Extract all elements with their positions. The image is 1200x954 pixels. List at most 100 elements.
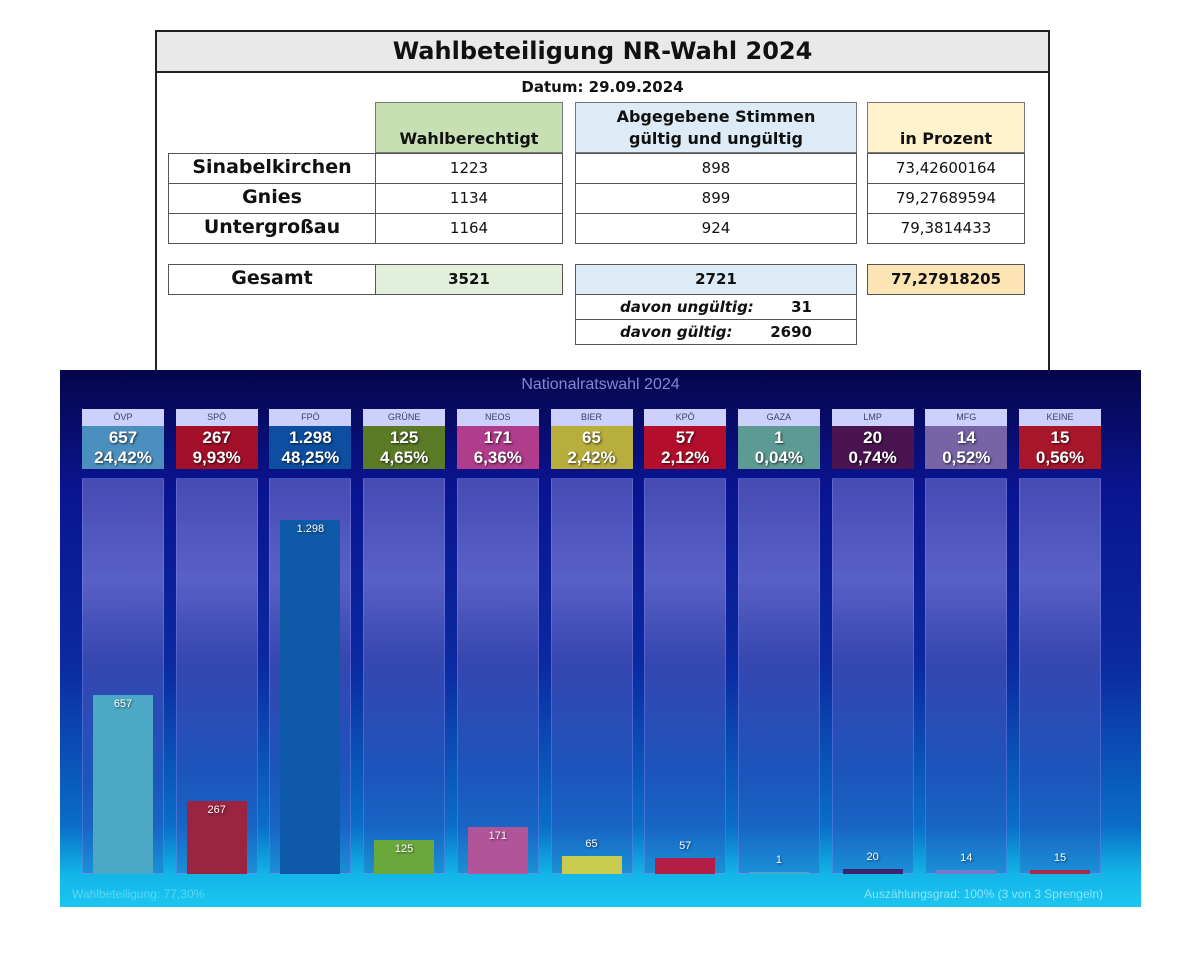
bar-fpö: [280, 519, 341, 874]
party-percent: 0,56%: [1035, 448, 1085, 467]
party-tile: FPÖ 1.298 48,25%: [269, 409, 352, 469]
header-percent: in Prozent: [867, 102, 1025, 153]
valid-votes-value: 2690: [770, 323, 812, 341]
party-result: 65 2,42%: [550, 426, 633, 469]
row-name: Untergroßau: [168, 213, 376, 244]
total-name: Gesamt: [168, 264, 376, 295]
row-eligible: 1223: [375, 153, 563, 184]
valid-votes-row: davon gültig: 2690: [575, 319, 857, 345]
bar-mfg: [936, 870, 997, 874]
party-result: 20 0,74%: [831, 426, 914, 469]
party-percent: 24,42%: [94, 448, 152, 467]
row-cast: 899: [575, 183, 857, 214]
party-percent: 48,25%: [281, 448, 340, 467]
party-result: 171 6,36%: [456, 426, 539, 469]
turnout-footer: Wahlbeteiligung: 77,30%: [72, 887, 205, 901]
party-name: NEOS: [456, 409, 539, 426]
bar-value-label: 171: [488, 830, 507, 843]
header-percent-label: in Prozent: [899, 129, 993, 148]
bar-value-label: 20: [866, 850, 879, 863]
party-tile: KEINE 15 0,56%: [1019, 409, 1101, 469]
bar-track: [363, 478, 446, 874]
party-name: GAZA: [737, 409, 820, 426]
chart-title: Nationalratswahl 2024: [521, 376, 680, 393]
party-tile: GRÜNE 125 4,65%: [363, 409, 446, 469]
party-tile: ÖVP 657 24,42%: [82, 409, 164, 469]
party-result: 1 0,04%: [737, 426, 820, 469]
party-result: 267 9,93%: [175, 426, 258, 469]
party-votes: 1.298: [289, 428, 332, 447]
table-title: Wahlbeteiligung NR-Wahl 2024: [157, 32, 1048, 73]
party-votes: 267: [202, 428, 231, 447]
party-votes: 1: [774, 428, 784, 447]
invalid-votes-value: 31: [791, 298, 812, 316]
bar-grüne: [374, 839, 435, 874]
party-tile: BIER 65 2,42%: [550, 409, 633, 469]
party-name: KEINE: [1019, 409, 1101, 426]
row-eligible: 1134: [375, 183, 563, 214]
party-name: MFG: [925, 409, 1008, 426]
bar-value-label: 125: [394, 842, 414, 855]
party-name: ÖVP: [82, 409, 164, 426]
header-cast-line2: gültig und ungültig: [629, 129, 803, 148]
bar-track: [456, 478, 539, 874]
bar-track: [737, 478, 820, 874]
party-tile: SPÖ 267 9,93%: [175, 409, 258, 469]
party-percent: 0,04%: [754, 448, 803, 467]
bar-gaza: [748, 872, 809, 874]
bar-spö: [186, 801, 247, 874]
election-results-chart: Nationalratswahl 2024 ÖVP 657 24,42% 657 SPÖ…: [60, 370, 1141, 907]
party-name: SPÖ: [175, 409, 258, 426]
row-percent: 79,3814433: [867, 213, 1025, 244]
party-name: GRÜNE: [363, 409, 446, 426]
bar-track: [925, 478, 1008, 874]
party-votes: 57: [675, 428, 695, 447]
invalid-votes-row: davon ungültig: 31: [575, 294, 857, 320]
header-cast-votes: Abgegebene Stimmen gültig und ungültig: [575, 102, 857, 153]
party-percent: 6,36%: [473, 448, 522, 467]
party-percent: 2,12%: [661, 448, 710, 467]
bar-lmp: [842, 868, 903, 874]
total-percent: 77,27918205: [867, 264, 1025, 295]
bar-track: [550, 478, 633, 874]
party-result: 1.298 48,25%: [269, 426, 352, 469]
party-tile: NEOS 171 6,36%: [456, 409, 539, 469]
bar-övp: [93, 694, 153, 874]
turnout-table-card: Wahlbeteiligung NR-Wahl 2024 Datum: 29.0…: [155, 30, 1050, 370]
party-name: FPÖ: [269, 409, 352, 426]
party-percent: 2,42%: [567, 448, 616, 467]
header-eligible-label: Wahlberechtigt: [399, 129, 539, 148]
bar-kpö: [655, 858, 716, 874]
bar-value-label: 267: [207, 804, 226, 817]
bar-value-label: 65: [585, 838, 598, 851]
header-eligible: Wahlberechtigt: [375, 102, 563, 153]
bar-bier: [561, 856, 622, 874]
total-cast: 2721: [575, 264, 857, 295]
row-percent: 79,27689594: [867, 183, 1025, 214]
count-progress-footer: Auszählungsgrad: 100% (3 von 3 Sprengeln…: [864, 887, 1103, 901]
party-percent: 4,65%: [379, 448, 429, 467]
bar-track: [644, 478, 727, 874]
row-percent: 73,42600164: [867, 153, 1025, 184]
party-name: BIER: [550, 409, 633, 426]
party-votes: 125: [389, 428, 419, 447]
party-result: 57 2,12%: [644, 426, 727, 469]
bar-keine: [1030, 869, 1090, 874]
party-percent: 0,74%: [848, 448, 897, 467]
row-name: Gnies: [168, 183, 376, 214]
party-percent: 0,52%: [942, 448, 991, 467]
party-result: 15 0,56%: [1019, 426, 1101, 469]
row-name: Sinabelkirchen: [168, 153, 376, 184]
bar-value-label: 15: [1053, 851, 1067, 864]
party-tile: MFG 14 0,52%: [925, 409, 1008, 469]
party-tile: KPÖ 57 2,12%: [644, 409, 727, 469]
party-tile: LMP 20 0,74%: [831, 409, 914, 469]
bar-value-label: 1.298: [296, 522, 325, 535]
party-votes: 65: [582, 428, 601, 447]
header-cast-line1: Abgegebene Stimmen: [616, 107, 816, 126]
party-result: 657 24,42%: [82, 426, 164, 469]
party-tile: GAZA 1 0,04%: [737, 409, 820, 469]
party-votes: 15: [1050, 428, 1070, 447]
bar-value-label: 57: [679, 840, 692, 853]
party-result: 125 4,65%: [363, 426, 446, 469]
